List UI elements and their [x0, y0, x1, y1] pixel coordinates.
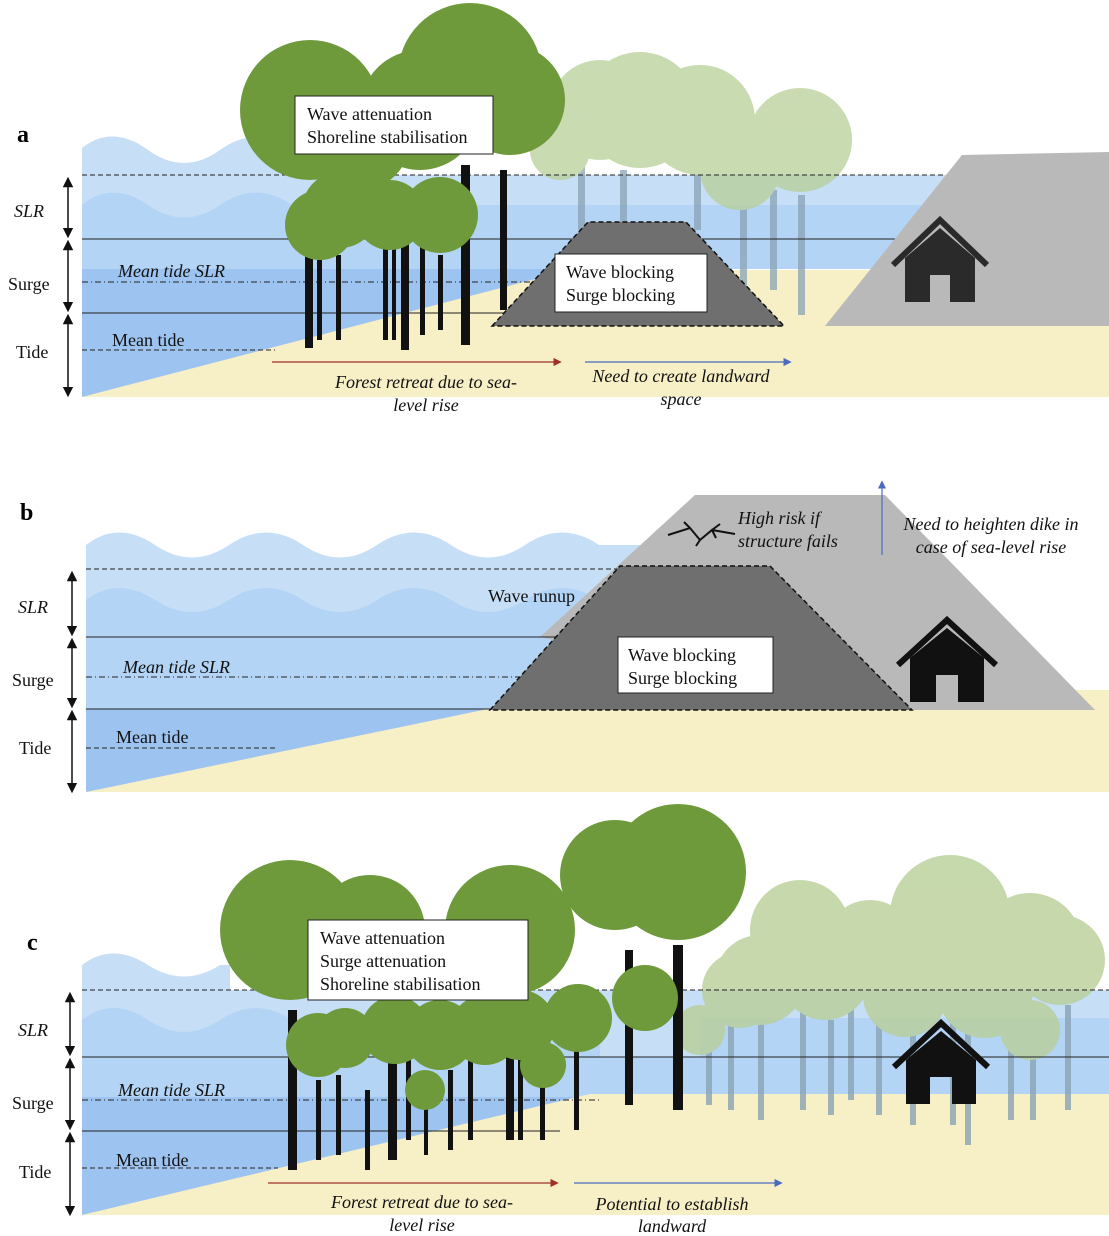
label-mean-tide-slr: Mean tide SLR: [117, 261, 225, 281]
sea-wave-layer-top: [86, 532, 640, 569]
house-icon: [891, 1018, 991, 1104]
label-mean-tide-slr: Mean tide SLR: [117, 1080, 225, 1100]
label-slr: SLR: [18, 1020, 48, 1040]
box-dike-benefits: [554, 253, 708, 313]
sand-shore: [82, 1094, 1109, 1215]
heighten-text-1: Need to heighten dike in: [903, 514, 1079, 534]
mangrove-trunks: [305, 165, 507, 350]
box-mangrove-benefits: [294, 95, 494, 155]
panel-letter: c: [27, 930, 38, 956]
box-dike-line-1: Wave blocking: [566, 262, 674, 282]
landward-text-2: space: [661, 389, 702, 409]
box-mangrove-line-1: Wave attenuation: [320, 928, 445, 948]
label-tide: Tide: [19, 1162, 51, 1182]
box-mangrove-line-3: Shoreline stabilisation: [320, 974, 480, 994]
high-risk-text-2: structure fails: [738, 531, 838, 551]
panel-a: Wave attenuation Shoreline stabilisation…: [8, 3, 1109, 415]
label-surge: Surge: [12, 1093, 54, 1113]
label-tide: Tide: [19, 738, 51, 758]
label-mean-tide: Mean tide: [116, 1150, 188, 1170]
box-mangrove-line-2: Surge attenuation: [320, 951, 446, 971]
panel-letter: a: [17, 122, 29, 148]
heighten-text-2: case of sea-level rise: [916, 537, 1066, 557]
house-icon: [895, 615, 999, 702]
box-mangrove-benefits: [307, 919, 529, 1001]
high-risk-text-1: High risk if: [737, 508, 823, 528]
box-dike-line-2: Surge blocking: [566, 285, 675, 305]
retreat-text-1: Forest retreat due to sea-: [330, 1192, 513, 1212]
label-wave-runup: Wave runup: [488, 586, 575, 606]
panel-c: Wave attenuation Surge attenuation Shore…: [12, 804, 1109, 1236]
panel-letter: b: [20, 500, 33, 526]
retreat-text-1: Forest retreat due to sea-: [334, 372, 517, 392]
label-mean-tide: Mean tide: [116, 727, 188, 747]
landward-text-1: Need to create landward: [591, 366, 770, 386]
label-slr: SLR: [18, 597, 48, 617]
box-dike-line-2: Surge blocking: [628, 668, 737, 688]
label-tide: Tide: [16, 342, 48, 362]
landward-text-2: landward: [638, 1216, 707, 1236]
sea-wave-layer-top: [82, 136, 300, 175]
landward-text-1: Potential to establish: [595, 1194, 749, 1214]
retreat-text-2: level rise: [393, 395, 458, 415]
mangrove-trunks: [288, 945, 683, 1170]
box-dike-line-1: Wave blocking: [628, 645, 736, 665]
label-slr: SLR: [14, 201, 44, 221]
box-dike-benefits: [617, 636, 774, 694]
box-mangrove-line-2: Shoreline stabilisation: [307, 127, 467, 147]
label-mean-tide-slr: Mean tide SLR: [122, 657, 230, 677]
sea-wave-layer-mid: [86, 588, 600, 637]
label-mean-tide: Mean tide: [112, 330, 184, 350]
sea-wave-layer-top: [82, 953, 230, 990]
panel-b: Wave blocking Surge blocking b SLR Surge…: [12, 480, 1109, 794]
box-mangrove-line-1: Wave attenuation: [307, 104, 432, 124]
faded-trees: [530, 52, 852, 315]
crack-icon: [667, 521, 736, 547]
dike-landward: [825, 152, 1109, 326]
sand-shore: [86, 690, 1109, 792]
house-icon: [890, 215, 990, 302]
label-surge: Surge: [12, 670, 54, 690]
retreat-text-2: level rise: [389, 1215, 454, 1235]
label-surge: Surge: [8, 274, 50, 294]
